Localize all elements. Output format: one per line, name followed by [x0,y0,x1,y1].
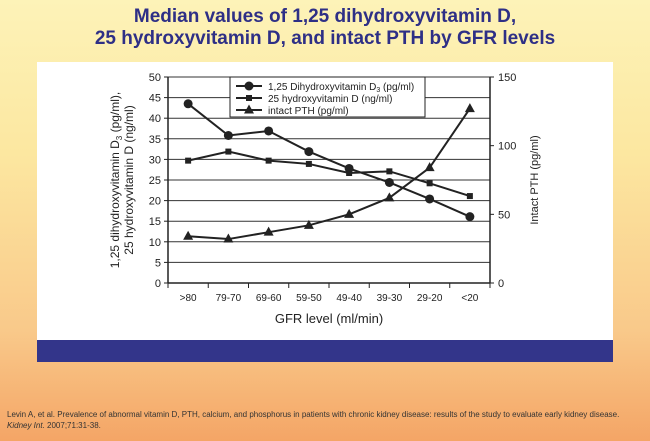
y-right-tick-label: 0 [498,278,504,290]
y-tick-label: 25 [149,175,161,187]
data-point [425,194,435,204]
x-tick-label: <20 [461,293,478,304]
citation-tail: 2007;71:31-38. [44,421,101,430]
y-tick-label: 5 [155,257,161,269]
title-line-1: Median values of 1,25 dihydroxyvitamin D… [133,6,517,27]
title-line-2: 25 hydroxyvitamin D, and intact PTH by G… [94,28,556,49]
data-point [424,162,435,172]
x-tick-label: >80 [180,293,197,304]
data-point [304,147,314,157]
data-point [225,148,232,155]
x-tick-label: 79-70 [216,293,242,304]
x-tick-label: 29-20 [417,293,443,304]
data-point [183,230,194,240]
slide-title: Median values of 1,25 dihydroxyvitamin D… [0,6,650,50]
y-tick-label: 15 [149,216,161,228]
legend-label: 1,25 Dihydroxyvitamin D3 (pg/ml) [268,82,414,94]
legend-label: intact PTH (pg/ml) [268,106,349,117]
y-right-tick-label: 150 [498,72,516,84]
data-point [265,157,272,164]
data-point [185,157,192,164]
citation: Levin A, et al. Prevalence of abnormal v… [7,409,637,431]
data-point [264,126,274,136]
data-point [303,219,314,229]
legend-label: 25 hydroxyvitamin D (ng/ml) [268,94,392,105]
citation-text: Levin A, et al. Prevalence of abnormal v… [7,410,620,419]
y-axis-label-left-2: 25 hydroxyvitamin D (ng/ml) [122,105,136,254]
data-point [223,131,233,141]
series-3 [183,103,475,243]
data-point [466,193,473,200]
data-point [344,208,355,218]
data-point [183,99,193,109]
legend-marker [246,95,252,101]
series-line [188,108,471,241]
data-point [346,169,353,176]
series-line [187,102,471,218]
data-point [305,160,312,167]
x-tick-label: 69-60 [256,293,282,304]
y-axis-label-left-1: 1,25 dihydroxyvitamin D3 (pg/ml), [108,92,124,269]
footer-bar [37,340,613,362]
y-tick-label: 35 [149,134,161,146]
y-tick-label: 0 [155,278,161,290]
data-point [465,212,475,222]
x-axis-label: GFR level (ml/min) [275,311,383,326]
legend-marker [244,81,254,91]
data-point [386,168,393,175]
data-point [384,192,395,202]
y-tick-label: 50 [149,72,161,84]
series-2 [185,148,473,200]
y-right-tick-label: 50 [498,209,510,221]
y-tick-label: 30 [149,154,161,166]
y-axis-label-right: Intact PTH (pg/ml) [529,135,541,224]
citation-journal: Kidney Int. [7,421,45,430]
data-point [263,226,274,236]
data-point [426,180,433,187]
x-tick-label: 39-30 [377,293,403,304]
data-point [384,177,394,187]
x-tick-label: 49-40 [336,293,362,304]
series-1 [183,99,475,222]
series-line [187,150,471,198]
y-tick-label: 20 [149,196,161,208]
legend: 1,25 Dihydroxyvitamin D3 (pg/ml)25 hydro… [229,76,426,118]
data-point [464,103,475,113]
y-tick-label: 40 [149,113,161,125]
x-tick-label: 59-50 [296,293,322,304]
y-tick-label: 10 [149,237,161,249]
legend-marker [244,104,254,114]
data-point [223,233,234,243]
y-right-tick-label: 100 [498,141,516,153]
y-tick-label: 45 [149,93,161,105]
